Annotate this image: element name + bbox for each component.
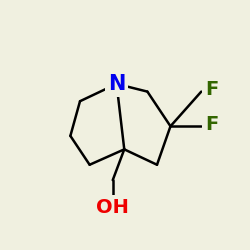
Text: OH: OH <box>96 198 129 216</box>
Text: N: N <box>108 74 125 94</box>
Text: F: F <box>205 80 218 99</box>
Text: F: F <box>205 115 218 134</box>
